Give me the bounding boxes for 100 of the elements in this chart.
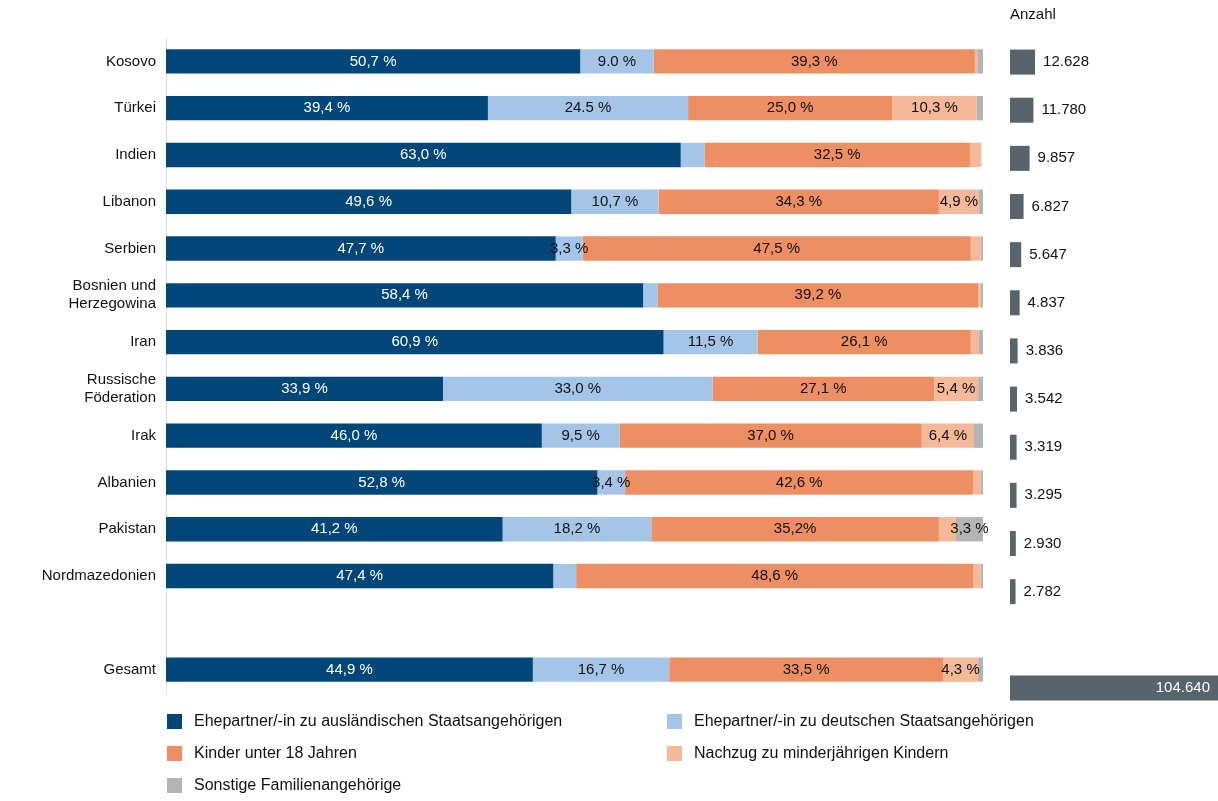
bar — [166, 423, 542, 448]
bar — [166, 96, 488, 121]
bar — [619, 423, 922, 448]
data-label: 63,0 % — [400, 145, 447, 163]
bar — [166, 283, 644, 308]
bar — [1010, 579, 1016, 605]
data-label: 33,5 % — [782, 659, 830, 677]
y-tick-label: Pakistan — [98, 519, 156, 537]
bar — [978, 329, 983, 355]
data-label: 52,8 % — [358, 472, 406, 490]
data-label: 2.782 — [1023, 581, 1062, 599]
data-label: 25,0 % — [766, 98, 814, 116]
bar — [978, 189, 983, 214]
bar — [1010, 386, 1018, 412]
data-label: 42,6 % — [775, 472, 823, 490]
bar — [580, 49, 654, 74]
data-label: 44,9 % — [326, 659, 373, 677]
bar — [978, 376, 983, 402]
bar — [657, 283, 979, 308]
data-label: 24.5 % — [564, 98, 612, 116]
data-label: 48,6 % — [751, 566, 799, 584]
bar — [166, 189, 572, 214]
y-tick-label: Nordmazedonien — [41, 566, 156, 584]
bar — [1010, 338, 1018, 364]
bar — [969, 142, 982, 168]
bar — [166, 142, 681, 168]
bar — [977, 49, 983, 74]
bar — [166, 657, 533, 682]
bar — [978, 657, 983, 682]
bar — [757, 329, 971, 355]
bar — [1010, 145, 1030, 171]
bar — [970, 236, 981, 261]
bar — [1010, 290, 1020, 316]
bar — [704, 142, 970, 168]
bar — [973, 563, 981, 589]
legend-label: Ehepartner/-in zu ausländischen Staatsangehörigen — [194, 712, 563, 730]
data-label: 6,4 % — [928, 425, 968, 443]
y-tick-label: Kosovo — [105, 51, 156, 69]
y-tick-label: Indien — [115, 145, 156, 163]
bar — [1010, 97, 1034, 123]
data-label: 2.930 — [1023, 533, 1062, 551]
data-label: 4,9 % — [939, 191, 979, 209]
data-label: 47,7 % — [337, 238, 385, 256]
data-label: 10,7 % — [591, 191, 639, 209]
data-label: 104.640 — [1155, 678, 1210, 696]
data-label: 18,2 % — [553, 519, 601, 537]
data-label: 11.780 — [1041, 100, 1087, 118]
data-label: 11,5 % — [687, 332, 734, 350]
data-label: 60,9 % — [391, 332, 439, 350]
bar — [487, 96, 689, 121]
data-label: 39,4 % — [303, 98, 351, 116]
data-label: 47,5 % — [753, 238, 801, 256]
bar — [669, 657, 943, 682]
bar — [1010, 530, 1016, 557]
bar — [1010, 434, 1017, 460]
bar — [166, 376, 443, 402]
data-label: 9.857 — [1037, 148, 1076, 166]
data-label: 6.827 — [1031, 196, 1070, 214]
data-label: 3.295 — [1024, 485, 1063, 503]
y-tick-label: Iran — [130, 332, 156, 350]
y-tick-label: Gesamt — [103, 659, 157, 677]
data-label: 5,4 % — [936, 379, 976, 397]
bar — [712, 376, 934, 402]
bar — [1010, 242, 1022, 268]
bar — [442, 376, 713, 402]
data-label: 35,2% — [773, 519, 817, 537]
y-tick-label: Türkei — [114, 98, 156, 116]
bar — [553, 563, 577, 589]
data-label: 3,3 % — [950, 519, 989, 537]
bar — [532, 657, 670, 682]
y-tick-label: Russische Föderation — [84, 370, 156, 406]
y-tick-label: Libanon — [102, 191, 156, 209]
bar — [970, 329, 979, 355]
bar — [1010, 193, 1024, 220]
bar — [680, 142, 705, 168]
bar — [1010, 49, 1036, 75]
data-label: 9,5 % — [561, 425, 600, 443]
data-label: 3.542 — [1025, 389, 1063, 407]
data-label: 33,9 % — [281, 379, 328, 397]
data-label: 3.836 — [1025, 341, 1064, 359]
y-tick-label: Albanien — [97, 472, 156, 490]
data-label: 5.647 — [1029, 244, 1067, 262]
bar — [166, 329, 664, 355]
legend-label: Nachzug zu minderjährigen Kindern — [694, 744, 949, 762]
data-label: 4.837 — [1027, 292, 1066, 310]
bar — [658, 189, 939, 214]
data-label: 39,2 % — [794, 285, 842, 303]
bar — [653, 49, 975, 74]
data-label: 4,3 % — [941, 659, 980, 677]
data-label: 47,4 % — [336, 566, 383, 584]
data-label: 39,3 % — [790, 51, 838, 69]
legend-label: Kinder unter 18 Jahren — [194, 744, 357, 762]
data-label: 37,0 % — [747, 425, 794, 443]
legend-label: Ehepartner/-in zu deutschen Staatsangehörigen — [694, 712, 1034, 730]
y-tick-label: Bosnien und Herzegowina — [68, 276, 157, 312]
y-tick-label: Serbien — [104, 238, 156, 256]
data-label: 10,3 % — [911, 98, 958, 116]
bar — [166, 517, 503, 542]
bar — [688, 96, 893, 121]
bar — [502, 517, 652, 542]
